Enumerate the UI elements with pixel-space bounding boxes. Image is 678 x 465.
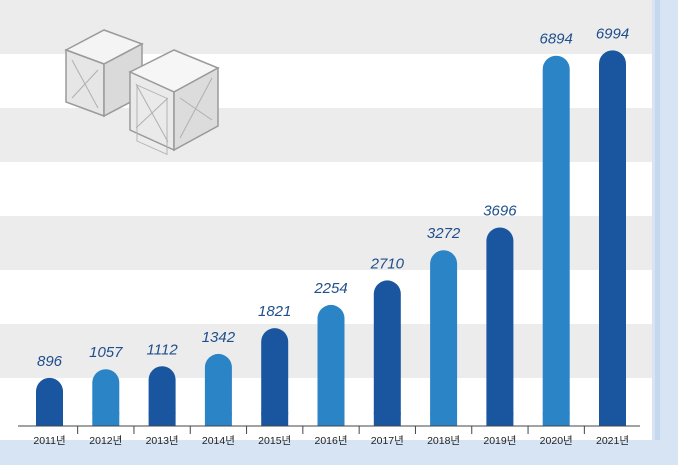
bar-base-2015년 xyxy=(261,412,289,427)
bar-2015년 xyxy=(261,328,289,427)
bar-base-2019년 xyxy=(486,412,514,427)
value-labels-group: 896 1057 1112 1342 1821 2254 2710 3272 3696 6894 6… xyxy=(37,25,629,370)
value-label: 1112 xyxy=(147,341,179,358)
bar-2016년 xyxy=(317,304,345,427)
value-label: 6994 xyxy=(596,25,629,42)
x-tick-label: 2018년 xyxy=(427,435,460,447)
value-label: 2710 xyxy=(370,255,405,272)
bar-2013년 xyxy=(148,366,176,427)
value-label: 6894 xyxy=(540,31,573,48)
bar-base-2011년 xyxy=(36,412,63,427)
bar-base-2020년 xyxy=(542,412,570,427)
bar-2018년 xyxy=(430,250,458,427)
x-tick-group: 2011년 2012년 2013년 2014년 2015년 2016년 2017년 2018년… xyxy=(33,426,629,447)
value-label: 3696 xyxy=(483,202,517,219)
value-label: 896 xyxy=(37,353,63,370)
bar-2020년 xyxy=(542,55,570,427)
bar-base-2017년 xyxy=(373,412,401,427)
bar-2017년 xyxy=(373,280,401,427)
value-label: 1057 xyxy=(89,344,123,361)
x-tick-label: 2012년 xyxy=(89,435,122,447)
bar-2019년 xyxy=(486,227,514,427)
value-label: 2254 xyxy=(313,280,347,297)
x-tick-label: 2014년 xyxy=(202,435,235,447)
bar-base-2012년 xyxy=(92,412,120,427)
bar-base-2014년 xyxy=(204,412,232,427)
x-tick-label: 2021년 xyxy=(596,435,629,447)
frame-bottom xyxy=(0,440,678,465)
bar-base-2021년 xyxy=(599,412,626,427)
x-tick-label: 2020년 xyxy=(540,435,573,447)
value-label: 1342 xyxy=(202,329,236,346)
x-tick-label: 2016년 xyxy=(314,435,347,447)
value-label: 1821 xyxy=(258,303,291,320)
bar-base-2018년 xyxy=(430,412,458,427)
bar-2021년 xyxy=(599,50,626,427)
x-tick-label: 2019년 xyxy=(483,435,516,447)
bar-2014년 xyxy=(204,353,232,427)
frame-right-edge xyxy=(655,0,660,440)
bars-group xyxy=(36,50,626,427)
x-tick-label: 2015년 xyxy=(258,435,291,447)
bar-2012년 xyxy=(92,369,120,427)
bar-base-2013년 xyxy=(148,412,176,427)
x-tick-label: 2011년 xyxy=(33,435,65,447)
x-tick-label: 2013년 xyxy=(146,435,179,447)
value-label: 3272 xyxy=(427,225,461,242)
x-tick-label: 2017년 xyxy=(371,435,404,447)
boxes-icon xyxy=(64,29,220,156)
bar-base-2016년 xyxy=(317,412,345,427)
